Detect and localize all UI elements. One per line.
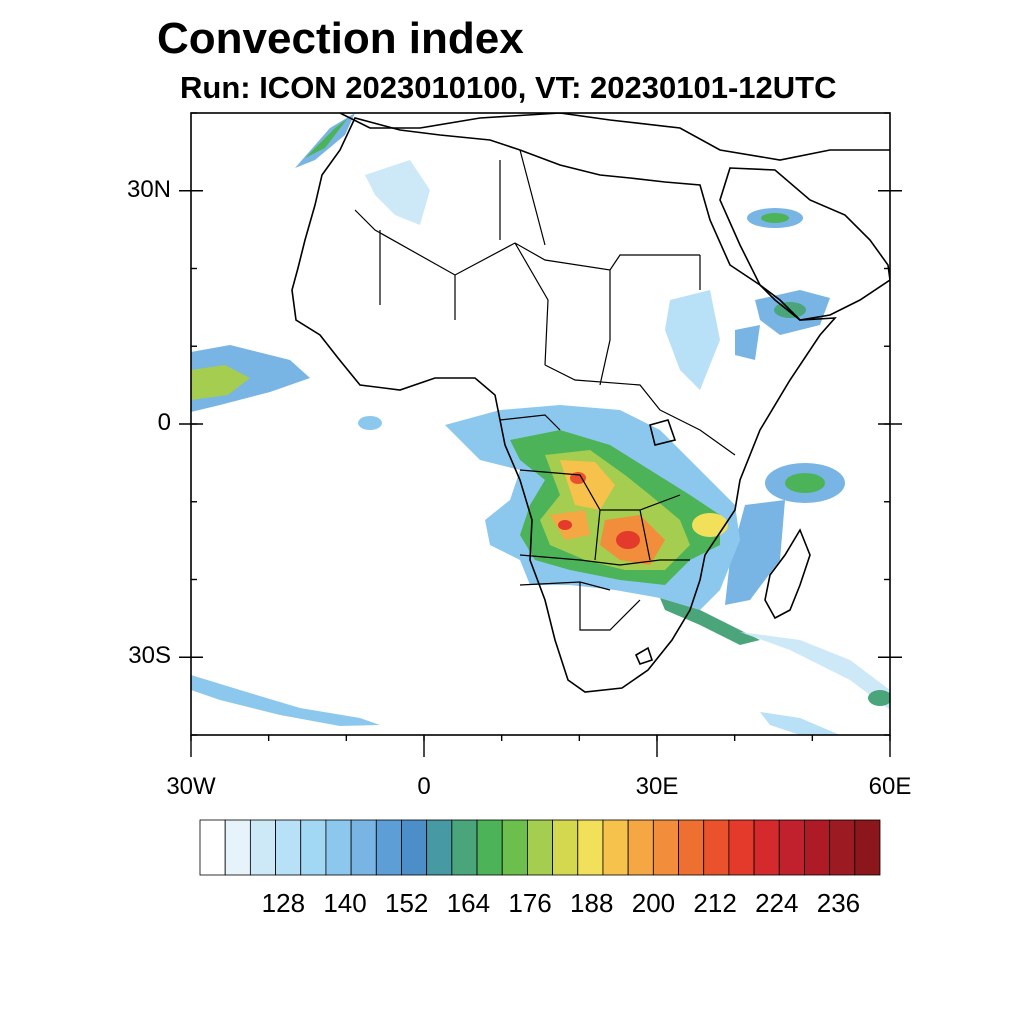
x-tick-label: 30E [635, 773, 679, 800]
colorbar-label: 224 [755, 888, 799, 918]
colorbar-swatch [703, 819, 730, 876]
field-sahara-blob [365, 160, 430, 225]
colorbar-swatch [501, 819, 528, 876]
colorbar-swatch [804, 819, 831, 876]
field-ethiopia-2 [735, 325, 760, 360]
colorbar [199, 819, 881, 876]
field-southern-band-3 [760, 712, 840, 735]
colorbar-swatch [728, 819, 755, 876]
colorbar-swatch [426, 819, 453, 876]
border-lines [354, 149, 736, 631]
colorbar-label: 176 [508, 888, 552, 918]
colorbar-swatch [224, 819, 251, 876]
colorbar-swatch [249, 819, 276, 876]
colorbar-label: 236 [816, 888, 861, 918]
field-malawi [692, 513, 728, 537]
field-madagascar-ch [725, 500, 785, 605]
y-tick-label: 0 [157, 409, 171, 436]
europe-coastline [339, 113, 890, 161]
colorbar-label: 212 [693, 888, 737, 918]
colorbar-swatch [476, 819, 503, 876]
field-ethiopia [665, 290, 720, 390]
colorbar-swatch [527, 819, 553, 876]
coastline-layer [291, 113, 890, 693]
colorbar-swatch [602, 819, 629, 876]
x-tick-label: 0 [417, 773, 431, 800]
lake-victoria [649, 419, 677, 446]
colorbar-swatch [401, 819, 428, 876]
field-central-hot [560, 460, 615, 510]
colorbar-swatch [753, 819, 780, 876]
field-gulf-spot [358, 416, 382, 430]
x-tick-label: 30W [166, 773, 216, 800]
lake-small [634, 646, 654, 665]
field-seychelles-core [785, 473, 825, 493]
field-core-red-3 [558, 520, 572, 530]
field-southern-band-1 [191, 675, 380, 726]
colorbar-label: 128 [261, 888, 306, 918]
field-southern-band-2 [740, 632, 890, 710]
y-tick-label: 30N [126, 175, 171, 203]
colorbar-swatch [325, 819, 352, 876]
tick-marks [179, 112, 902, 757]
colorbar-swatch [300, 819, 327, 876]
field-se-corner [868, 690, 890, 706]
colorbar-swatch [577, 819, 604, 876]
colorbar-swatch [451, 819, 478, 876]
colorbar-label: 188 [570, 888, 614, 918]
colorbar-label: 140 [323, 888, 367, 918]
field-arabia-core [761, 213, 789, 223]
colorbar-swatch [199, 819, 226, 876]
colorbar-swatch [375, 819, 402, 876]
colorbar-label: 152 [385, 888, 429, 918]
colorbar-swatch [627, 819, 654, 876]
chart-subtitle: Run: ICON 2023010100, VT: 20230101-12UTC [180, 70, 837, 105]
colorbar-label: 164 [446, 888, 491, 918]
field-layer [191, 113, 890, 735]
colorbar-swatch [652, 819, 679, 876]
colorbar-swatch [350, 819, 377, 876]
colorbar-swatch [778, 819, 805, 876]
arabia-coastline [719, 167, 890, 321]
colorbar-label: 200 [631, 888, 676, 918]
chart-title: Convection index [157, 14, 524, 63]
colorbar-swatch [854, 819, 881, 876]
colorbar-swatch [552, 819, 579, 876]
madagascar-coastline [764, 528, 811, 620]
field-streak-north-core [305, 118, 348, 158]
y-tick-label: 30S [128, 642, 171, 670]
field-west-atlantic-core [191, 365, 250, 400]
colorbar-swatch [678, 819, 705, 876]
africa-coastline [291, 117, 837, 693]
colorbar-swatch [829, 819, 856, 876]
colorbar-swatch [275, 819, 302, 876]
x-tick-label: 60E [868, 773, 912, 800]
field-core-red-1 [616, 531, 640, 549]
field-south-band [660, 598, 760, 645]
